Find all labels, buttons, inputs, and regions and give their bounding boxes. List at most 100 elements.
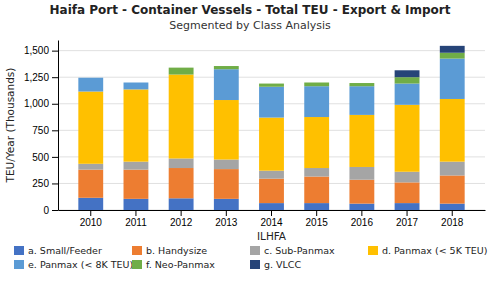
- bar-segment: [78, 164, 103, 170]
- bar-segment: [304, 177, 329, 204]
- subtitle: Segmented by Class Analysis: [169, 19, 331, 32]
- x-tick-label: 2014: [260, 217, 283, 228]
- bar-segment: [124, 170, 149, 199]
- y-tick-mark: [52, 104, 58, 105]
- x-tick-label: 2015: [306, 217, 329, 228]
- y-tick: 0: [43, 205, 58, 216]
- x-tick-label: 2017: [396, 217, 419, 228]
- x-tick-label: 2011: [125, 217, 147, 228]
- bar-segment: [395, 77, 420, 83]
- bar-segment: [440, 99, 465, 162]
- bar-segment: [259, 118, 284, 171]
- y-tick-mark: [52, 77, 58, 78]
- bar-segment: [395, 105, 420, 172]
- y-axis-line: [58, 41, 59, 211]
- legend-label: f. Neo-Panmax: [146, 259, 215, 270]
- series: [395, 46, 465, 77]
- x-tick-mark: [135, 210, 136, 216]
- x-tick-label: 2013: [215, 217, 238, 228]
- chart: Haifa Port - Container Vessels - Total T…: [0, 0, 500, 284]
- legend-item: d. Panmax (< 5K TEU): [368, 245, 487, 256]
- x-tick: 2017: [396, 210, 419, 228]
- bar-segment: [214, 66, 239, 67]
- y-tick: 1,500: [24, 45, 58, 56]
- x-tick-mark: [361, 210, 362, 216]
- bar-segment: [304, 203, 329, 210]
- x-tick: 2016: [351, 210, 374, 228]
- x-tick-mark: [271, 210, 272, 216]
- bar-segment: [259, 83, 284, 84]
- bar-segment: [78, 77, 103, 78]
- bar-segment: [395, 182, 420, 203]
- bar-segment: [349, 115, 374, 167]
- bar-segment: [259, 171, 284, 179]
- bar-segment: [124, 199, 149, 210]
- legend-label: a. Small/Feeder: [28, 245, 102, 256]
- y-tick-mark: [52, 183, 58, 184]
- bar-segment: [78, 198, 103, 210]
- bar-segment: [214, 160, 239, 170]
- bar-segment: [169, 158, 194, 168]
- y-tick: 750: [32, 125, 58, 136]
- y-tick-label: 0: [43, 205, 49, 216]
- bar-segment: [214, 199, 239, 210]
- bar-segment: [440, 46, 465, 53]
- series: [78, 168, 464, 204]
- y-tick: 1,250: [24, 72, 58, 83]
- bar-segment: [124, 82, 149, 83]
- y-tick-mark: [52, 210, 58, 211]
- legend-label: e. Panmax (< 8K TEU): [28, 259, 133, 270]
- bar-segment: [349, 204, 374, 210]
- x-tick: 2018: [441, 210, 464, 228]
- bar-segment: [78, 78, 103, 92]
- y-tick: 1,000: [24, 98, 58, 109]
- y-tick-label: 250: [32, 178, 49, 189]
- y-tick-label: 500: [32, 152, 49, 163]
- bar-segment: [259, 87, 284, 118]
- legend: a. Small/Feederb. Handysizec. Sub-Panmax…: [14, 245, 487, 270]
- x-tick-mark: [407, 210, 408, 216]
- x-tick-mark: [181, 210, 182, 216]
- bar-segment: [349, 180, 374, 204]
- bar-segment: [395, 70, 420, 77]
- legend-label: d. Panmax (< 5K TEU): [382, 245, 487, 256]
- y-tick-label: 1,000: [24, 98, 49, 109]
- bar-segment: [124, 82, 149, 83]
- bar-segment: [259, 84, 284, 87]
- legend-swatch: [368, 246, 378, 255]
- bar-segment: [169, 168, 194, 198]
- plot: 02505007501,0001,2501,500201020112012201…: [4, 41, 486, 243]
- x-tick: 2010: [80, 210, 103, 228]
- bar-segment: [214, 66, 239, 69]
- bar-segment: [124, 162, 149, 170]
- x-tick-mark: [316, 210, 317, 216]
- bar-segment: [304, 168, 329, 177]
- y-tick-label: 1,500: [24, 45, 49, 56]
- bar-segment: [214, 69, 239, 100]
- legend-swatch: [14, 260, 24, 269]
- bar-segment: [440, 175, 465, 203]
- bar-segment: [124, 89, 149, 161]
- grid-line: [58, 50, 485, 51]
- series: [78, 75, 464, 172]
- y-tick: 250: [32, 178, 58, 189]
- bar-segment: [169, 75, 194, 159]
- legend-swatch: [132, 246, 142, 255]
- title: Haifa Port - Container Vessels - Total T…: [49, 3, 450, 17]
- bar-segment: [259, 179, 284, 203]
- series: [169, 53, 465, 87]
- grid-line: [58, 77, 485, 78]
- grid: [58, 51, 485, 210]
- bar-segment: [78, 92, 103, 164]
- legend-swatch: [250, 260, 260, 269]
- bar-segment: [259, 203, 284, 210]
- x-axis-title: ILHFA: [257, 230, 287, 242]
- y-tick-mark: [52, 51, 58, 52]
- bar-segment: [395, 172, 420, 183]
- legend-label: c. Sub-Panmax: [264, 245, 335, 256]
- legend-label: g. VLCC: [264, 259, 301, 270]
- legend-item: e. Panmax (< 8K TEU): [14, 259, 133, 270]
- bar-segment: [349, 86, 374, 115]
- x-tick: 2015: [306, 210, 329, 228]
- x-tick: 2013: [215, 210, 238, 228]
